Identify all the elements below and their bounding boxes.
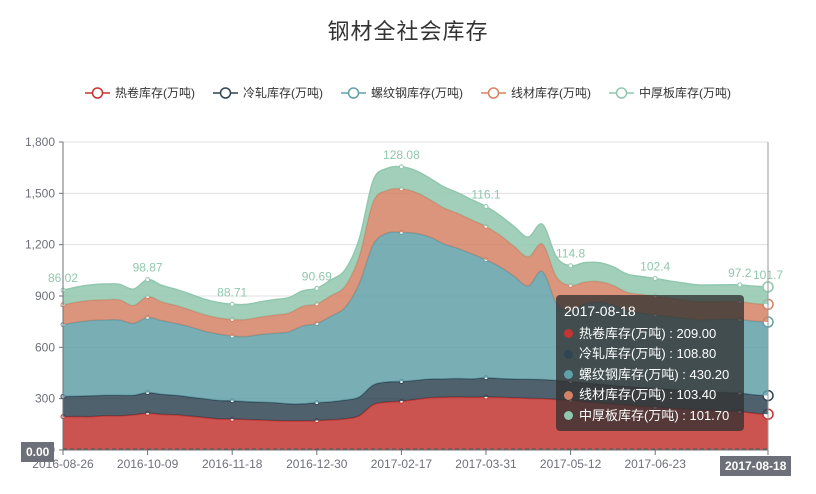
legend-item-1[interactable]: 冷轧库存(万吨)	[213, 84, 323, 101]
data-point	[483, 203, 489, 209]
legend-label: 热卷库存(万吨)	[115, 86, 195, 100]
legend-label: 中厚板库存(万吨)	[639, 86, 731, 100]
y-tick-label: 300	[35, 392, 55, 406]
chart-legend: 热卷库存(万吨) 冷轧库存(万吨) 螺纹钢库存(万吨) 线材库存(万吨) 中厚板…	[0, 84, 816, 101]
tooltip-text: 螺纹钢库存(万吨) : 430.20	[579, 366, 730, 382]
tooltip-row: 热卷库存(万吨) : 209.00	[564, 324, 736, 345]
data-label: 114.8	[556, 247, 585, 261]
tooltip-dot-icon	[564, 390, 573, 400]
data-label: 90.69	[302, 269, 332, 283]
tooltip-row: 线材库存(万吨) : 103.40	[564, 385, 736, 406]
tooltip-row: 螺纹钢库存(万吨) : 430.20	[564, 365, 736, 386]
tooltip-dot-icon	[564, 370, 573, 380]
tooltip-row: 冷轧库存(万吨) : 108.80	[564, 344, 736, 365]
legend-item-4[interactable]: 中厚板库存(万吨)	[609, 84, 731, 101]
legend-marker-icon	[481, 86, 506, 99]
tooltip-dot-icon	[564, 349, 573, 359]
data-point	[145, 277, 151, 283]
legend-label: 螺纹钢库存(万吨)	[371, 86, 463, 100]
data-point	[314, 285, 320, 291]
data-point	[737, 282, 743, 288]
tooltip-text: 中厚板库存(万吨) : 101.70	[579, 407, 730, 423]
data-label: 98.87	[133, 261, 163, 275]
legend-item-0[interactable]: 热卷库存(万吨)	[85, 84, 195, 101]
tooltip-text: 热卷库存(万吨) : 209.00	[579, 325, 717, 341]
legend-label: 线材库存(万吨)	[511, 86, 591, 100]
data-point	[652, 275, 658, 281]
legend-item-2[interactable]: 螺纹钢库存(万吨)	[341, 84, 463, 101]
x-tick-label: 2016-11-18	[202, 457, 263, 471]
tooltip-text: 冷轧库存(万吨) : 108.80	[579, 346, 717, 361]
tooltip-text: 线材库存(万吨) : 103.40	[579, 387, 717, 402]
data-label: 88.71	[217, 285, 247, 299]
legend-label: 冷轧库存(万吨)	[243, 86, 323, 100]
y-tick-label: 1,500	[25, 186, 55, 200]
x-tick-label: 2017-02-17	[371, 457, 433, 471]
area-4	[63, 166, 768, 320]
data-label: 97.2	[728, 266, 752, 280]
data-label: 128.08	[383, 148, 420, 162]
x-tick-label: 2017-05-12	[540, 457, 602, 471]
x-tick-label: 2017-03-31	[455, 457, 517, 471]
tooltip-date: 2017-08-18	[564, 303, 636, 319]
tooltip-dot-icon	[564, 329, 573, 339]
data-label: 116.1	[471, 187, 500, 201]
legend-marker-icon	[85, 86, 110, 99]
data-point	[229, 301, 235, 307]
axis-pointer-x-label: 2017-08-18	[720, 456, 792, 476]
legend-marker-icon	[609, 86, 634, 99]
chart-tooltip: 2017-08-18 热卷库存(万吨) : 209.00 冷轧库存(万吨) : 1…	[556, 295, 744, 431]
x-tick-label: 2016-10-09	[117, 457, 179, 471]
chart-title: 钢材全社会库存	[327, 19, 489, 44]
series-line-4	[62, 165, 769, 306]
x-tick-label: 2017-06-23	[625, 457, 687, 471]
tooltip-row: 中厚板库存(万吨) : 101.70	[564, 406, 736, 427]
y-tick-label: 900	[35, 289, 55, 303]
y-tick-label: 1,200	[25, 238, 55, 252]
tooltip-dot-icon	[564, 411, 573, 421]
legend-item-3[interactable]: 线材库存(万吨)	[481, 84, 591, 101]
legend-marker-icon	[213, 86, 238, 99]
y-tick-label: 600	[35, 340, 55, 354]
y-tick-label: 1,800	[25, 135, 55, 149]
axis-pointer-y-label: 0.00	[21, 442, 55, 462]
legend-marker-icon	[341, 86, 366, 99]
x-tick-label: 2016-12-30	[286, 457, 348, 471]
data-label: 102.4	[640, 259, 670, 273]
data-point	[398, 164, 404, 170]
data-point	[568, 263, 574, 269]
